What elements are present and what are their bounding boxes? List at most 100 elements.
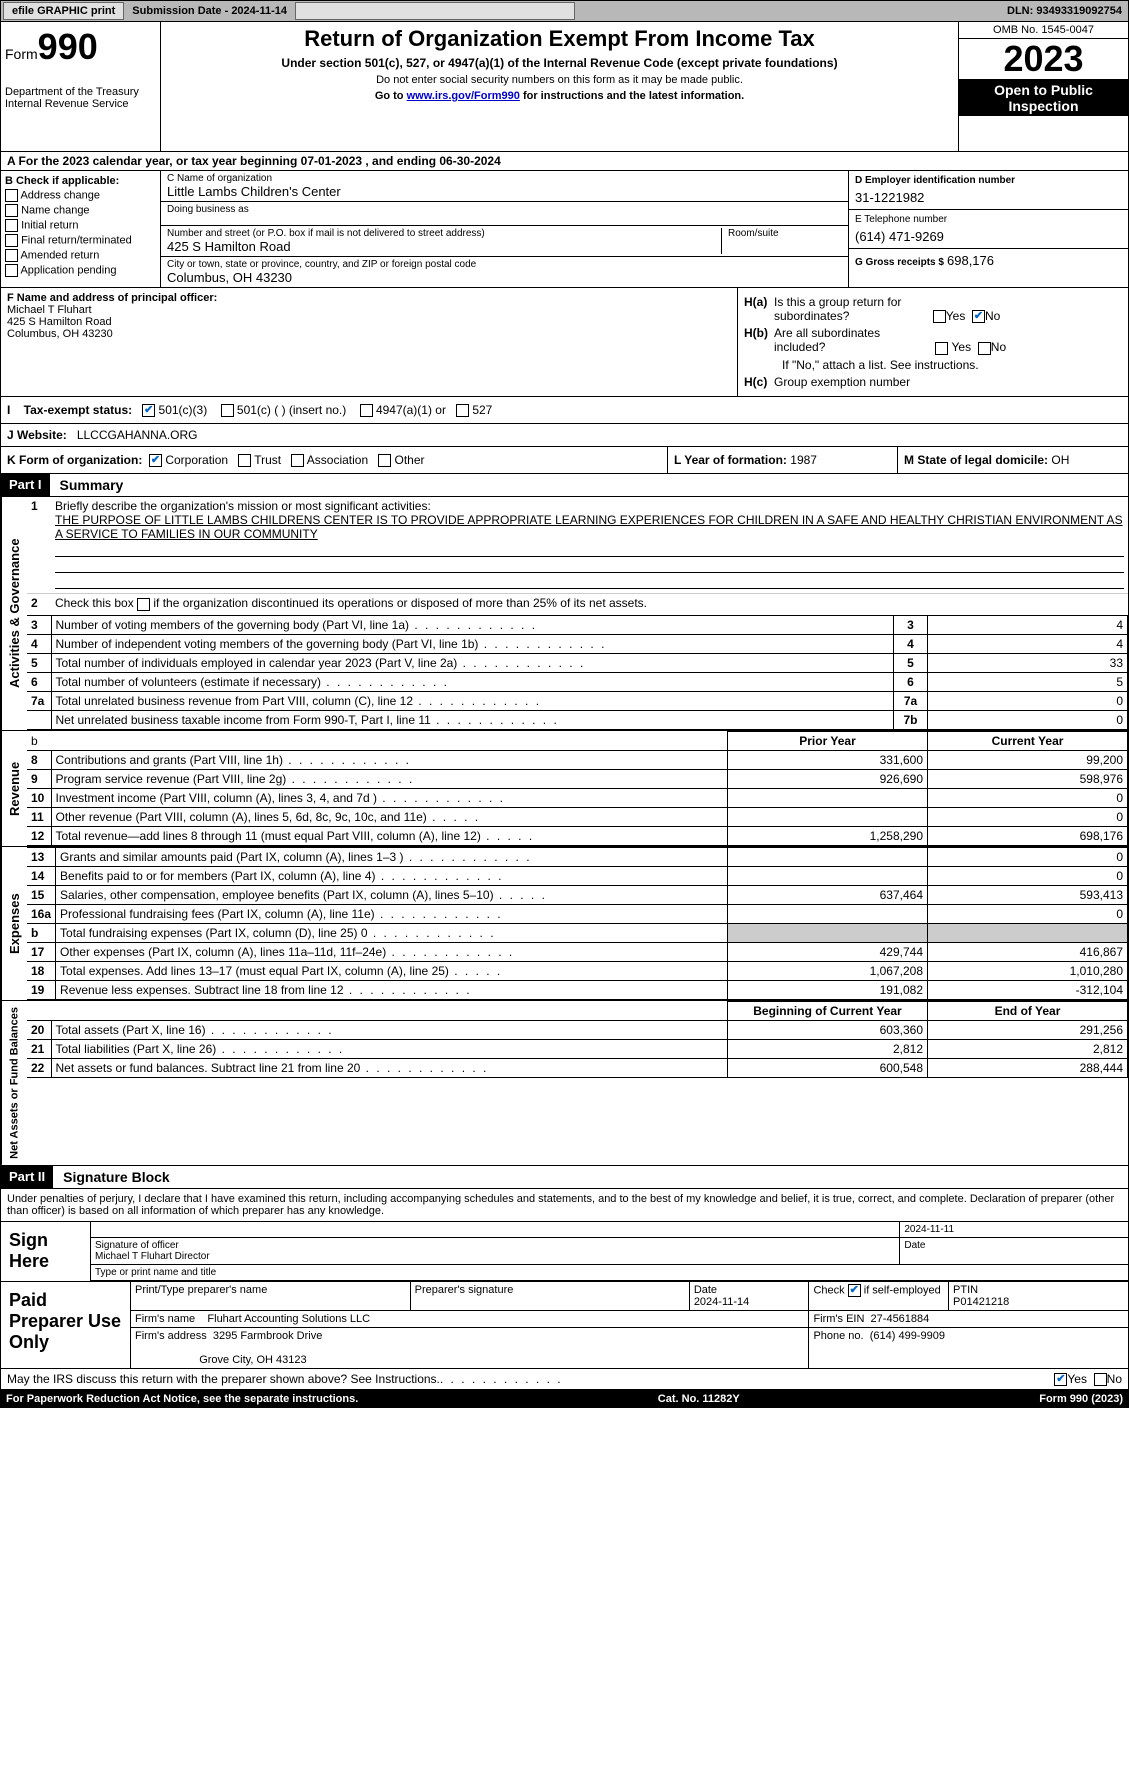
ha-yes-label: Yes <box>946 309 966 323</box>
firm-addr1: 3295 Farmbrook Drive <box>213 1330 322 1342</box>
ptin-label: PTIN <box>953 1284 978 1296</box>
hb-yes-label: Yes <box>952 340 972 354</box>
prep-print-label: Print/Type preparer's name <box>131 1282 410 1311</box>
revenue-table: b Prior Year Current Year 8Contributions… <box>27 731 1128 846</box>
prior-year-header: Prior Year <box>728 732 928 751</box>
lbl-assoc: Association <box>307 453 368 467</box>
box-b-label: B Check if applicable: <box>5 175 156 187</box>
discuss-text: May the IRS discuss this return with the… <box>7 1372 440 1386</box>
chk-amended-return[interactable] <box>5 249 18 262</box>
lbl-initial-return: Initial return <box>21 219 78 231</box>
table-row: 5Total number of individuals employed in… <box>27 654 1128 673</box>
submission-date: Submission Date - 2024-11-14 <box>126 5 293 17</box>
firm-ein: 27-4561884 <box>871 1313 930 1325</box>
chk-application-pending[interactable] <box>5 264 18 277</box>
form-subtitle: Under section 501(c), 527, or 4947(a)(1)… <box>167 56 952 70</box>
netassets-table: Beginning of Current Year End of Year 20… <box>27 1001 1128 1078</box>
hb-yes[interactable] <box>935 342 948 355</box>
revenue-side-label: Revenue <box>1 731 27 846</box>
sign-here-label: Sign Here <box>1 1222 91 1281</box>
signature-block: Under penalties of perjury, I declare th… <box>0 1189 1129 1282</box>
lbl-trust: Trust <box>254 453 281 467</box>
year-formation-value: 1987 <box>790 453 817 467</box>
gross-receipts-value: 698,176 <box>947 253 994 268</box>
cat-no: Cat. No. 11282Y <box>658 1393 740 1405</box>
sign-date: 2024-11-11 <box>900 1222 1128 1238</box>
discuss-yes-label: Yes <box>1067 1372 1087 1386</box>
chk-trust[interactable] <box>238 454 251 467</box>
org-name-label: C Name of organization <box>167 173 842 184</box>
lbl-name-change: Name change <box>21 204 90 216</box>
table-row: Net unrelated business taxable income fr… <box>27 711 1128 730</box>
bottom-bar: For Paperwork Reduction Act Notice, see … <box>0 1390 1129 1408</box>
lbl-501c: 501(c) ( ) (insert no.) <box>237 403 346 417</box>
ssn-note: Do not enter social security numbers on … <box>167 74 952 86</box>
street-label: Number and street (or P.O. box if mail i… <box>167 228 715 239</box>
blank-button[interactable] <box>295 2 575 20</box>
box-f: F Name and address of principal officer:… <box>1 288 738 396</box>
chk-assoc[interactable] <box>291 454 304 467</box>
chk-initial-return[interactable] <box>5 219 18 232</box>
officer-name: Michael T Fluhart <box>7 304 731 316</box>
year-formation-label: L Year of formation: <box>674 453 787 467</box>
chk-discontinued[interactable] <box>137 598 150 611</box>
chk-4947[interactable] <box>360 404 373 417</box>
sig-officer-name: Michael T Fluhart Director <box>95 1251 210 1262</box>
activities-side-label: Activities & Governance <box>1 497 27 730</box>
header-right: OMB No. 1545-0047 2023 Open to Public In… <box>958 22 1128 151</box>
current-year-header: Current Year <box>928 732 1128 751</box>
prep-date: 2024-11-14 <box>694 1296 749 1308</box>
form-header: Form990 Department of the Treasury Inter… <box>0 22 1129 152</box>
irs: Internal Revenue Service <box>5 98 156 110</box>
room-label: Room/suite <box>728 228 842 239</box>
city-value: Columbus, OH 43230 <box>167 270 842 285</box>
prep-sig-label: Preparer's signature <box>410 1282 689 1311</box>
table-row: 9Program service revenue (Part VIII, lin… <box>27 770 1128 789</box>
table-row: 8Contributions and grants (Part VIII, li… <box>27 751 1128 770</box>
discuss-no[interactable] <box>1094 1373 1107 1386</box>
table-row: 4Number of independent voting members of… <box>27 635 1128 654</box>
officer-city: Columbus, OH 43230 <box>7 328 731 340</box>
gross-receipts-label: G Gross receipts $ <box>855 257 944 268</box>
table-row: 18Total expenses. Add lines 13–17 (must … <box>27 962 1128 981</box>
lbl-final-return: Final return/terminated <box>21 234 132 246</box>
chk-final-return[interactable] <box>5 234 18 247</box>
table-row: 7aTotal unrelated business revenue from … <box>27 692 1128 711</box>
chk-name-change[interactable] <box>5 204 18 217</box>
chk-self-employed[interactable] <box>848 1284 861 1297</box>
table-row: 20Total assets (Part X, line 16)603,3602… <box>27 1021 1128 1040</box>
efile-print-button[interactable]: efile GRAPHIC print <box>3 2 124 20</box>
hb-no[interactable] <box>978 342 991 355</box>
section-bcdeg: B Check if applicable: Address change Na… <box>0 171 1129 288</box>
part1-header-row: Part I Summary <box>0 474 1129 497</box>
tax-exempt-label: I Tax-exempt status: <box>7 403 132 417</box>
lbl-address-change: Address change <box>20 189 100 201</box>
box-deg: D Employer identification number 31-1221… <box>848 171 1128 287</box>
ha-no[interactable] <box>972 310 985 323</box>
chk-address-change[interactable] <box>5 189 18 202</box>
phone-no-label: Phone no. <box>813 1330 863 1342</box>
state-domicile-value: OH <box>1051 453 1069 467</box>
ha-yes[interactable] <box>933 310 946 323</box>
part2-header-row: Part II Signature Block <box>0 1166 1129 1189</box>
section-fh: F Name and address of principal officer:… <box>0 288 1129 397</box>
part2-header: Part II <box>1 1166 53 1188</box>
org-name: Little Lambs Children's Center <box>167 184 842 199</box>
chk-501c[interactable] <box>221 404 234 417</box>
discuss-yes[interactable] <box>1054 1373 1067 1386</box>
firm-addr-label: Firm's address <box>135 1330 207 1342</box>
irs-link[interactable]: www.irs.gov/Form990 <box>407 90 520 102</box>
prep-date-label: Date <box>694 1284 717 1296</box>
hc-label: Group exemption number <box>774 375 910 389</box>
chk-corp[interactable] <box>149 454 162 467</box>
table-row: 12Total revenue—add lines 8 through 11 (… <box>27 827 1128 846</box>
paperwork-notice: For Paperwork Reduction Act Notice, see … <box>6 1393 358 1405</box>
chk-501c3[interactable] <box>142 404 155 417</box>
chk-527[interactable] <box>456 404 469 417</box>
discuss-no-label: No <box>1107 1372 1122 1386</box>
table-row: 17Other expenses (Part IX, column (A), l… <box>27 943 1128 962</box>
phone-value: (614) 471-9269 <box>855 229 1122 244</box>
dept-treasury: Department of the Treasury <box>5 86 156 98</box>
box-c: C Name of organization Little Lambs Chil… <box>161 171 848 287</box>
chk-other[interactable] <box>378 454 391 467</box>
